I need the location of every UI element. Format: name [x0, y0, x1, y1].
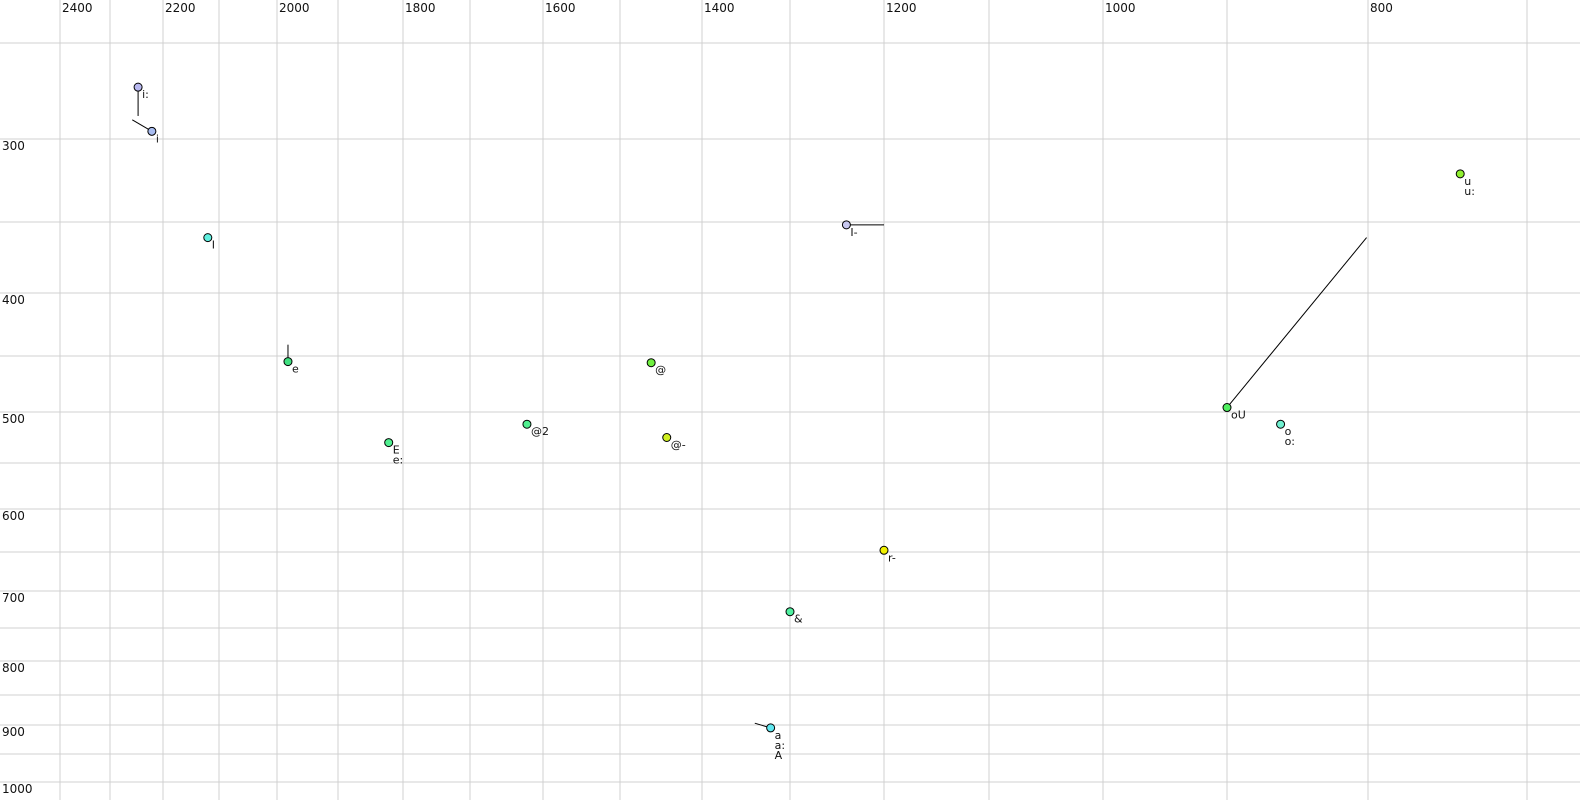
point-label: @2	[531, 425, 549, 438]
point-label: A	[775, 749, 783, 762]
point-marker	[147, 126, 157, 136]
vowel-point: oU	[1222, 237, 1367, 422]
y-tick-label: 300	[2, 139, 25, 153]
trajectory-line	[1226, 237, 1367, 408]
point-label: i	[156, 132, 159, 145]
point-label: u:	[1464, 185, 1475, 198]
point-label: @-	[671, 439, 686, 452]
point-label: u	[1464, 175, 1471, 188]
point-label: oU	[1231, 409, 1246, 422]
y-tick-label: 400	[2, 293, 25, 307]
point-marker	[785, 607, 795, 617]
point-marker	[1276, 419, 1286, 429]
point-label: a	[775, 729, 782, 742]
point-marker	[1455, 169, 1465, 179]
vowel-point: aa:A	[754, 722, 785, 762]
point-marker	[766, 723, 776, 733]
point-marker	[879, 545, 889, 555]
y-tick-label: 900	[2, 725, 25, 739]
point-marker	[841, 220, 851, 230]
vowel-point: @	[646, 358, 666, 377]
vowel-point: oo:	[1276, 419, 1295, 448]
x-tick-label: 2400	[62, 1, 93, 15]
point-label: r-	[888, 551, 896, 564]
point-label: e	[292, 363, 299, 376]
x-tick-label: 2000	[279, 1, 310, 15]
vowel-point: @2	[522, 419, 549, 438]
point-marker	[522, 419, 532, 429]
point-label: o	[1285, 425, 1292, 438]
y-tick-label: 600	[2, 509, 25, 523]
point-marker	[1222, 403, 1232, 413]
x-tick-label: 2200	[165, 1, 196, 15]
point-label: o:	[1285, 435, 1295, 448]
y-tick-label: 800	[2, 661, 25, 675]
y-tick-label: 1000	[2, 782, 33, 796]
vowel-point: Ee:	[384, 438, 403, 467]
vowel-point: i:	[133, 82, 149, 116]
point-marker	[133, 82, 143, 92]
point-label: I	[212, 239, 215, 252]
vowel-point: &	[785, 607, 803, 626]
vowel-point: e	[283, 344, 299, 376]
point-marker	[662, 433, 672, 442]
point-marker	[203, 233, 213, 243]
x-tick-label: 1400	[704, 1, 735, 15]
point-marker	[384, 438, 394, 448]
x-axis-ticks: 2400 2200 2000 1800 1600 1400 1200 1000 800	[62, 1, 1393, 15]
point-label: E	[393, 444, 400, 457]
vowel-point: @-	[662, 433, 686, 452]
point-label: e:	[393, 454, 403, 467]
y-axis-ticks: 300 400 500 600 700 800 900 1000	[2, 139, 33, 796]
point-label: I-	[850, 226, 857, 239]
x-tick-label: 1200	[886, 1, 917, 15]
y-tick-label: 700	[2, 591, 25, 605]
vowel-point: I-	[841, 220, 884, 239]
point-marker	[646, 358, 656, 368]
x-tick-label: 1800	[405, 1, 436, 15]
point-label: @	[655, 364, 666, 377]
vowel-point: r-	[879, 545, 896, 564]
vowel-point: I	[203, 233, 215, 252]
point-marker	[283, 357, 293, 367]
x-tick-label: 1000	[1105, 1, 1136, 15]
point-label: i:	[142, 88, 149, 101]
point-label: a:	[775, 739, 785, 752]
y-tick-label: 500	[2, 412, 25, 426]
x-tick-label: 1600	[545, 1, 576, 15]
vowel-point: i	[132, 119, 159, 145]
x-tick-label: 800	[1370, 1, 1393, 15]
vowel-point: uu:	[1455, 169, 1475, 198]
point-label: &	[794, 613, 803, 626]
